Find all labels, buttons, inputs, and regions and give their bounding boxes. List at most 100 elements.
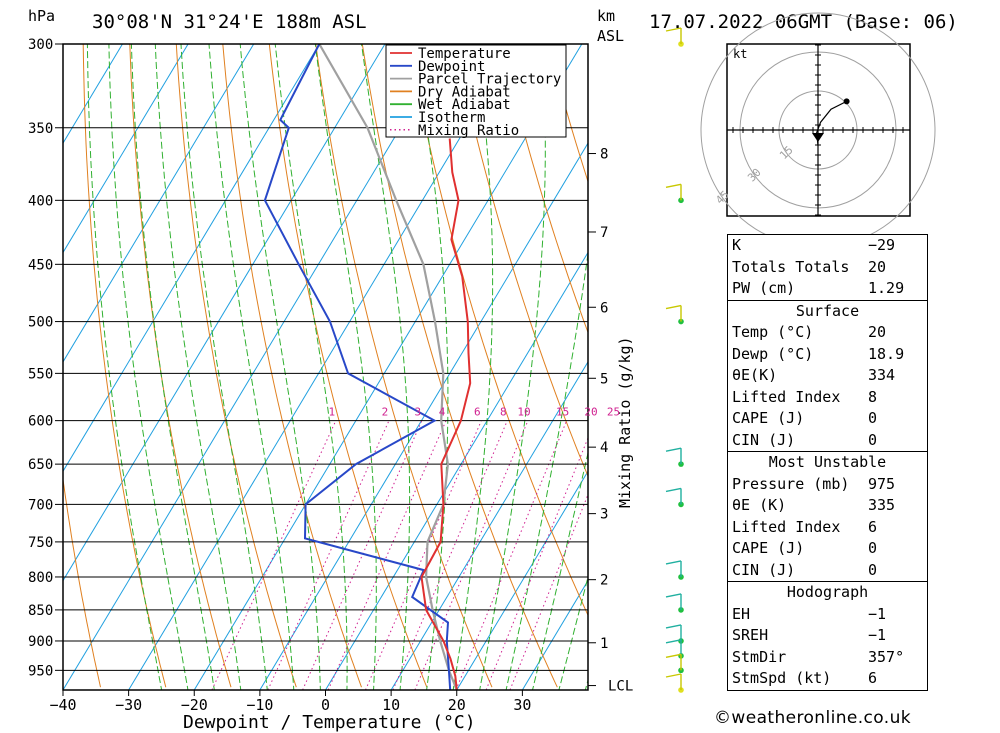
panel-row: CAPE (J) 0 (728, 408, 927, 430)
height-tick-label: 5 (600, 371, 608, 387)
pressure-tick-label: 300 (28, 37, 53, 53)
panel-row-value: 20 (868, 323, 887, 341)
isotherm-line (63, 44, 123, 145)
mixing-ratio-line (211, 420, 337, 690)
pressure-tick-label: 450 (28, 257, 53, 273)
panel-row: PW (cm) 1.29 (728, 278, 927, 300)
most-unstable-section: Most Unstable Pressure (mb) 975 θE (K) 335 L… (728, 451, 927, 581)
pressure-tick-label: 800 (28, 570, 53, 586)
wind-barbs (665, 27, 684, 693)
panel-row-value: 357° (868, 647, 905, 666)
panel-row: Pressure (mb) 975 (728, 474, 927, 496)
dry-adiabat-line (920, 44, 1000, 687)
wind-barb-flag (665, 624, 682, 629)
dry-adiabat-line (408, 44, 588, 617)
panel-row: Totals Totals 20 (728, 257, 927, 279)
wet-adiabat-line (86, 44, 163, 690)
hodograph-section: Hodograph EH −1 SREH −1 StmDir 357° StmSpd (kt… (728, 581, 927, 690)
surface-section: Surface Temp (°C) 20 Dewp (°C) 18.9 θE(K) 334… (728, 299, 927, 452)
pressure-tick-label: 350 (28, 121, 53, 137)
panel-row-value: 0 (868, 560, 878, 579)
credit-text: ©weatheronline.co.uk (714, 708, 912, 728)
legend-label: Temperature (418, 46, 511, 62)
isotherm-line (63, 44, 452, 690)
pressure-tick-label: 650 (28, 457, 53, 473)
height-tick-label: 2 (600, 573, 608, 589)
datetime-title: 17.07.2022 06GMT (Base: 06) (649, 11, 958, 33)
panel-row: StmSpd (kt) 6 (728, 668, 927, 690)
pressure-tick-label: 900 (28, 634, 53, 650)
panel-row-value: 0 (868, 539, 878, 557)
pressure-tick-label: 600 (28, 414, 53, 430)
mixing-ratio-label: 3 (415, 406, 422, 419)
height-tick-label: 7 (600, 225, 608, 241)
pressure-tick-label: 750 (28, 535, 53, 551)
panel-row: StmDir 357° (728, 647, 927, 669)
mixing-ratio-label: 2 (382, 406, 389, 419)
panel-row-value: 20 (868, 257, 887, 276)
dry-adiabat-line (82, 44, 167, 688)
legend-label: Dewpoint (418, 59, 485, 75)
mixing-ratio-label: 20 (584, 406, 597, 419)
pressure-tick-label: 400 (28, 193, 53, 209)
wet-adiabat-line (239, 44, 321, 690)
panel-row-value: 0 (868, 409, 878, 427)
wind-barb-flag (665, 304, 682, 310)
wet-adiabat-line (558, 575, 588, 690)
hodograph-unit-label: kt (733, 47, 747, 61)
pressure-unit-label: hPa (28, 7, 55, 25)
panel-row-label: Pressure (mb) (732, 474, 850, 493)
panel-row-value: 1.29 (868, 279, 905, 297)
panel-row: K −29 (728, 235, 927, 257)
wind-barb-flag (665, 653, 682, 659)
mixing-ratio-label: 15 (556, 406, 569, 419)
isotherm-line (63, 44, 189, 254)
temperature-tick-label: −20 (181, 696, 208, 714)
panel-row-value: 975 (868, 474, 896, 493)
panel-row-value: −1 (868, 604, 887, 623)
panel-row-label: Dewp (°C) (732, 344, 814, 363)
panel-row-label: K (732, 236, 742, 254)
dry-adiabat-line (129, 44, 232, 688)
panel-row: Lifted Index 6 (728, 517, 927, 539)
dry-adiabat-line (222, 44, 362, 688)
mixing-ratio-line (365, 420, 482, 690)
height-tick-label: 8 (600, 147, 608, 163)
panel-row-label: Lifted Index (732, 387, 841, 406)
wind-barb-dot (678, 318, 684, 325)
axes: 3003504004505005506006507007508008509009… (28, 37, 633, 714)
isotherm-line (390, 360, 588, 690)
dry-adiabat-line (501, 44, 588, 334)
panel-row-label: CAPE (J) (732, 409, 805, 427)
legend-label: Parcel Trajectory (418, 72, 561, 88)
mixing-ratio-labels: 1 2 3 4 6 8 10 15 20 25 (329, 406, 621, 419)
indices-panel: K −29 Totals Totals 20 PW (cm) 1.29 Surface T… (727, 234, 928, 691)
wind-barb-flag (665, 183, 682, 189)
wind-barb-flag (665, 639, 682, 644)
panel-row-value: 6 (868, 517, 878, 536)
isotherm-line (456, 470, 588, 690)
legend-box (385, 44, 567, 138)
panel-row-value: 8 (868, 387, 878, 406)
dry-adiabat-line (361, 44, 558, 688)
panel-row-label: CIN (J) (732, 430, 796, 449)
location-title: 30°08'N 31°24'E 188m ASL (92, 11, 367, 33)
mixing-ratio-label: 6 (474, 406, 481, 419)
panel-row-label: θE (K) (732, 496, 787, 514)
mixing-ratio-line (327, 420, 447, 690)
panel-row-label: CAPE (J) (732, 539, 805, 557)
wet-adiabat-line (154, 44, 242, 690)
wet-adiabat-line (452, 44, 494, 690)
isotherm-line (63, 44, 320, 473)
most-unstable-title: Most Unstable (768, 453, 887, 471)
hodograph-title: Hodograph (786, 583, 869, 601)
wet-adiabat-line (130, 44, 215, 690)
isotherm-line (63, 44, 386, 582)
wind-barb-flag (665, 593, 682, 598)
isotherm-line (325, 251, 588, 690)
pressure-tick-label: 950 (28, 663, 53, 679)
height-tick-label: 6 (600, 300, 608, 316)
profile-lines (263, 44, 472, 690)
